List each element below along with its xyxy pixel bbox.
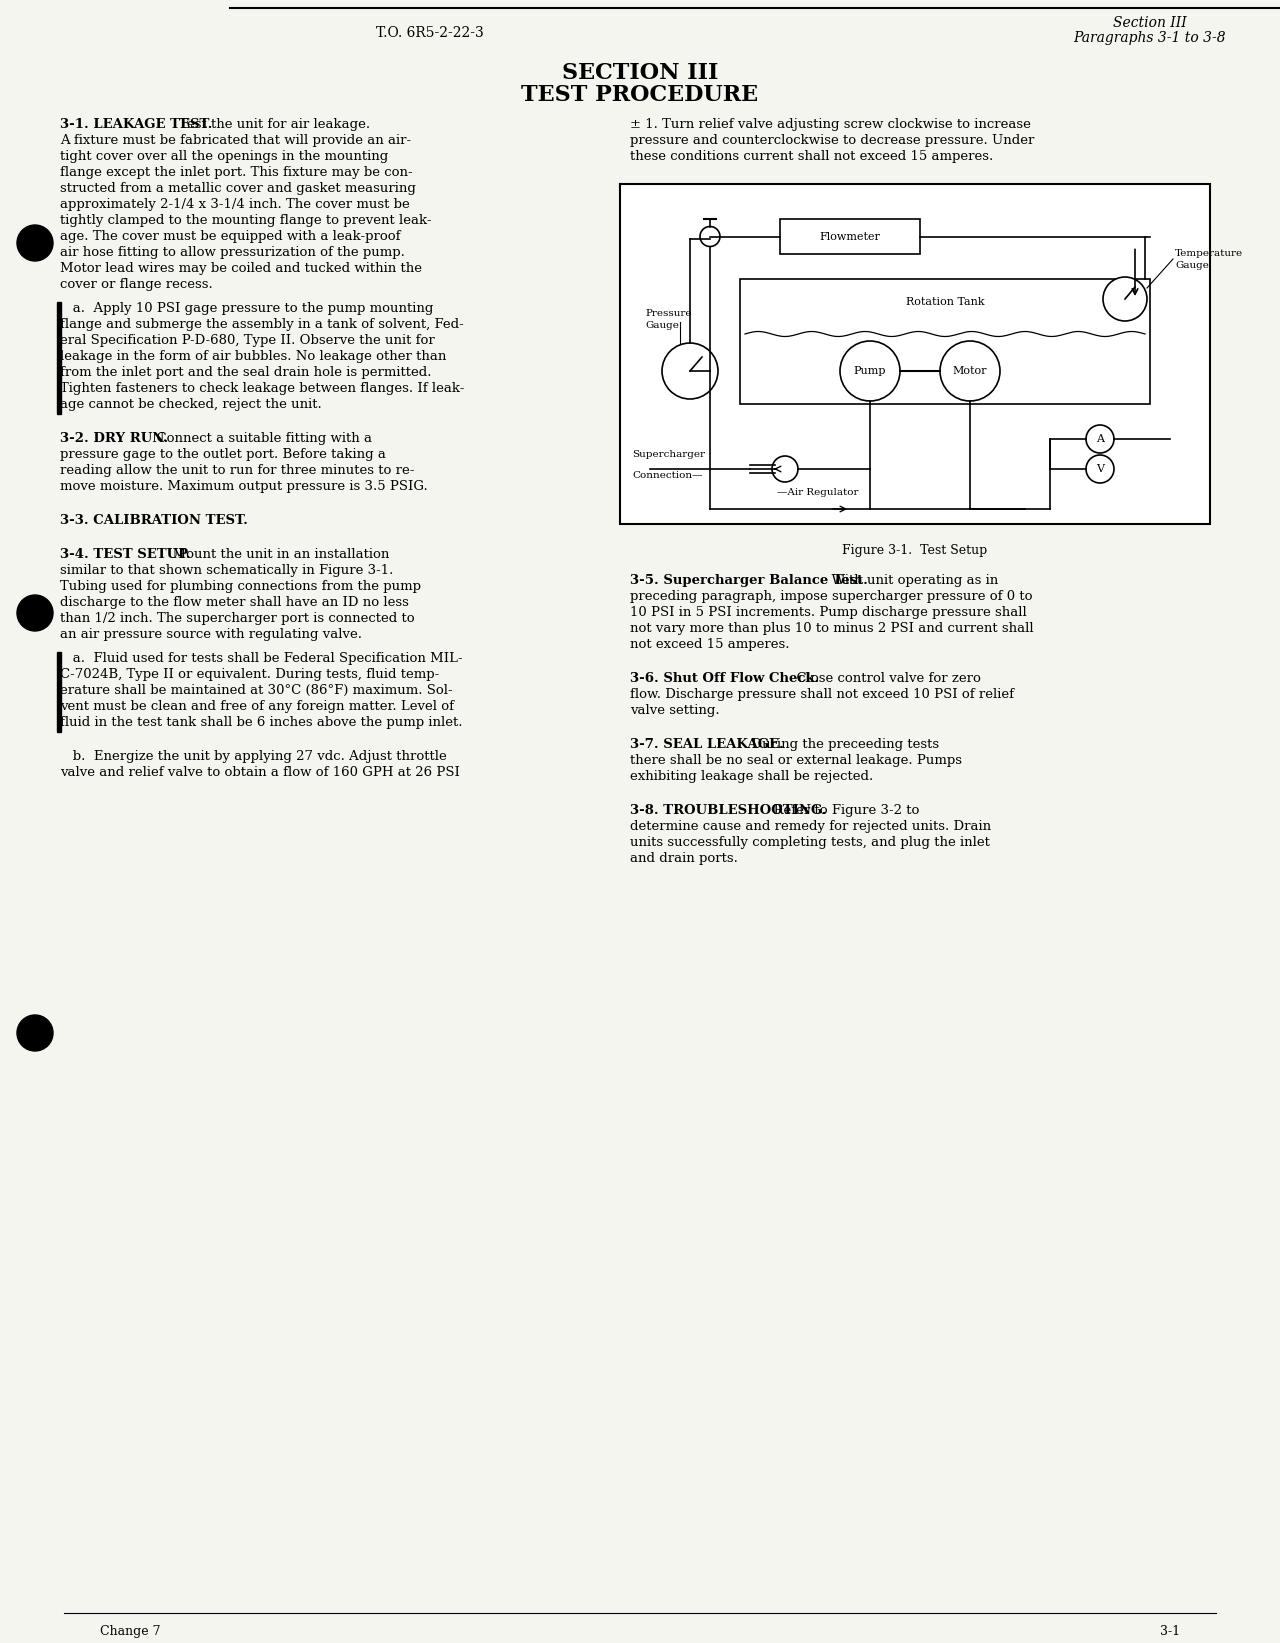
Circle shape [700, 227, 719, 246]
Text: a.  Apply 10 PSI gage pressure to the pump mounting: a. Apply 10 PSI gage pressure to the pum… [60, 302, 434, 315]
Text: pressure and counterclockwise to decrease pressure. Under: pressure and counterclockwise to decreas… [630, 135, 1034, 146]
Text: age. The cover must be equipped with a leak-proof: age. The cover must be equipped with a l… [60, 230, 401, 243]
Text: b.  Energize the unit by applying 27 vdc. Adjust throttle: b. Energize the unit by applying 27 vdc.… [60, 749, 447, 762]
Text: valve and relief valve to obtain a flow of 160 GPH at 26 PSI: valve and relief valve to obtain a flow … [60, 766, 460, 779]
Text: Motor lead wires may be coiled and tucked within the: Motor lead wires may be coiled and tucke… [60, 261, 422, 274]
Circle shape [940, 342, 1000, 401]
Text: 3-4. TEST SETUP.: 3-4. TEST SETUP. [60, 549, 191, 560]
Text: 3-1: 3-1 [1160, 1625, 1180, 1638]
Text: Refer to Figure 3-2 to: Refer to Figure 3-2 to [765, 803, 919, 817]
Text: there shall be no seal or external leakage. Pumps: there shall be no seal or external leaka… [630, 754, 963, 767]
Bar [620, 184, 1210, 524]
Text: units successfully completing tests, and plug the inlet: units successfully completing tests, and… [630, 836, 989, 849]
Text: not vary more than plus 10 to minus 2 PSI and current shall: not vary more than plus 10 to minus 2 PS… [630, 623, 1034, 634]
Text: a.  Fluid used for tests shall be Federal Specification MIL-: a. Fluid used for tests shall be Federal… [60, 652, 462, 665]
Text: eral Specification P-D-680, Type II. Observe the unit for: eral Specification P-D-680, Type II. Obs… [60, 334, 435, 347]
Text: Rotation Tank: Rotation Tank [906, 297, 984, 307]
Text: Pump: Pump [854, 366, 886, 376]
Text: an air pressure source with regulating valve.: an air pressure source with regulating v… [60, 628, 362, 641]
Text: these conditions current shall not exceed 15 amperes.: these conditions current shall not excee… [630, 150, 993, 163]
Text: tight cover over all the openings in the mounting: tight cover over all the openings in the… [60, 150, 388, 163]
Text: structed from a metallic cover and gasket measuring: structed from a metallic cover and gaske… [60, 182, 416, 196]
Circle shape [840, 342, 900, 401]
Circle shape [1085, 426, 1114, 453]
Circle shape [1085, 455, 1114, 483]
Text: 3-2. DRY RUN.: 3-2. DRY RUN. [60, 432, 168, 445]
Text: reading allow the unit to run for three minutes to re-: reading allow the unit to run for three … [60, 463, 415, 476]
Text: A: A [1096, 434, 1103, 444]
Text: Temperature: Temperature [1175, 250, 1243, 258]
Text: cover or flange recess.: cover or flange recess. [60, 278, 212, 291]
Text: 3-3. CALIBRATION TEST.: 3-3. CALIBRATION TEST. [60, 514, 248, 527]
Text: leakage in the form of air bubbles. No leakage other than: leakage in the form of air bubbles. No l… [60, 350, 447, 363]
Text: With unit operating as in: With unit operating as in [823, 573, 998, 587]
Text: Flowmeter: Flowmeter [819, 232, 881, 242]
Circle shape [17, 1015, 52, 1052]
Text: Pressure: Pressure [645, 309, 691, 319]
Text: —Air Regulator: —Air Regulator [777, 488, 859, 496]
Text: Tubing used for plumbing connections from the pump: Tubing used for plumbing connections fro… [60, 580, 421, 593]
Text: tightly clamped to the mounting flange to prevent leak-: tightly clamped to the mounting flange t… [60, 214, 431, 227]
Circle shape [17, 595, 52, 631]
Text: erature shall be maintained at 30°C (86°F) maximum. Sol-: erature shall be maintained at 30°C (86°… [60, 683, 453, 697]
Text: pressure gage to the outlet port. Before taking a: pressure gage to the outlet port. Before… [60, 449, 385, 462]
Text: Section III: Section III [1114, 16, 1187, 30]
Text: 10 PSI in 5 PSI increments. Pump discharge pressure shall: 10 PSI in 5 PSI increments. Pump dischar… [630, 606, 1027, 619]
Bar [58, 302, 61, 414]
Text: and drain ports.: and drain ports. [630, 853, 737, 864]
Bar [780, 219, 920, 255]
Text: exhibiting leakage shall be rejected.: exhibiting leakage shall be rejected. [630, 771, 873, 784]
Text: 3-1. LEAKAGE TEST.: 3-1. LEAKAGE TEST. [60, 118, 212, 131]
Text: valve setting.: valve setting. [630, 703, 719, 716]
Text: Mount the unit in an installation: Mount the unit in an installation [164, 549, 389, 560]
Text: 3-8. TROUBLESHOOTING.: 3-8. TROUBLESHOOTING. [630, 803, 827, 817]
Text: Connect a suitable fitting with a: Connect a suitable fitting with a [148, 432, 372, 445]
Text: from the inlet port and the seal drain hole is permitted.: from the inlet port and the seal drain h… [60, 366, 431, 380]
Text: T.O. 6R5-2-22-3: T.O. 6R5-2-22-3 [376, 26, 484, 39]
Text: flow. Discharge pressure shall not exceed 10 PSI of relief: flow. Discharge pressure shall not excee… [630, 688, 1014, 702]
Text: ± 1. Turn relief valve adjusting screw clockwise to increase: ± 1. Turn relief valve adjusting screw c… [630, 118, 1030, 131]
Text: Test the unit for air leakage.: Test the unit for air leakage. [175, 118, 370, 131]
Text: Figure 3-1.  Test Setup: Figure 3-1. Test Setup [842, 544, 988, 557]
Text: SECTION III: SECTION III [562, 62, 718, 84]
Text: age cannot be checked, reject the unit.: age cannot be checked, reject the unit. [60, 398, 321, 411]
Text: Connection—: Connection— [632, 472, 703, 480]
Text: vent must be clean and free of any foreign matter. Level of: vent must be clean and free of any forei… [60, 700, 454, 713]
Text: preceding paragraph, impose supercharger pressure of 0 to: preceding paragraph, impose supercharger… [630, 590, 1033, 603]
Text: air hose fitting to allow pressurization of the pump.: air hose fitting to allow pressurization… [60, 246, 404, 260]
Text: determine cause and remedy for rejected units. Drain: determine cause and remedy for rejected … [630, 820, 991, 833]
Text: C-7024B, Type II or equivalent. During tests, fluid temp-: C-7024B, Type II or equivalent. During t… [60, 669, 439, 680]
Text: Change 7: Change 7 [100, 1625, 160, 1638]
Bar [740, 279, 1149, 404]
Text: TEST PROCEDURE: TEST PROCEDURE [521, 84, 759, 107]
Text: flange and submerge the assembly in a tank of solvent, Fed-: flange and submerge the assembly in a ta… [60, 319, 463, 330]
Bar [58, 652, 61, 733]
Circle shape [17, 225, 52, 261]
Text: Motor: Motor [952, 366, 987, 376]
Text: V: V [1096, 463, 1103, 473]
Text: Paragraphs 3-1 to 3-8: Paragraphs 3-1 to 3-8 [1074, 31, 1226, 44]
Text: A fixture must be fabricated that will provide an air-: A fixture must be fabricated that will p… [60, 135, 411, 146]
Text: approximately 2-1/4 x 3-1/4 inch. The cover must be: approximately 2-1/4 x 3-1/4 inch. The co… [60, 199, 410, 210]
Text: 3-7. SEAL LEAKAGE.: 3-7. SEAL LEAKAGE. [630, 738, 783, 751]
Text: Gauge: Gauge [645, 320, 678, 330]
Text: discharge to the flow meter shall have an ID no less: discharge to the flow meter shall have a… [60, 596, 408, 610]
Circle shape [662, 343, 718, 399]
Circle shape [772, 457, 797, 481]
Text: similar to that shown schematically in Figure 3-1.: similar to that shown schematically in F… [60, 564, 393, 577]
Text: During the preceeding tests: During the preceeding tests [742, 738, 940, 751]
Text: flange except the inlet port. This fixture may be con-: flange except the inlet port. This fixtu… [60, 166, 412, 179]
Text: Close control valve for zero: Close control valve for zero [788, 672, 980, 685]
Text: than 1/2 inch. The supercharger port is connected to: than 1/2 inch. The supercharger port is … [60, 611, 415, 624]
Text: Supercharger: Supercharger [632, 450, 705, 458]
Text: not exceed 15 amperes.: not exceed 15 amperes. [630, 637, 790, 651]
Text: move moisture. Maximum output pressure is 3.5 PSIG.: move moisture. Maximum output pressure i… [60, 480, 428, 493]
Circle shape [1103, 278, 1147, 320]
Text: 3-5. Supercharger Balance Test.: 3-5. Supercharger Balance Test. [630, 573, 868, 587]
Text: fluid in the test tank shall be 6 inches above the pump inlet.: fluid in the test tank shall be 6 inches… [60, 716, 462, 729]
Text: 3-6. Shut Off Flow Check.: 3-6. Shut Off Flow Check. [630, 672, 819, 685]
Text: Tighten fasteners to check leakage between flanges. If leak-: Tighten fasteners to check leakage betwe… [60, 383, 465, 394]
Text: Gauge: Gauge [1175, 261, 1208, 269]
